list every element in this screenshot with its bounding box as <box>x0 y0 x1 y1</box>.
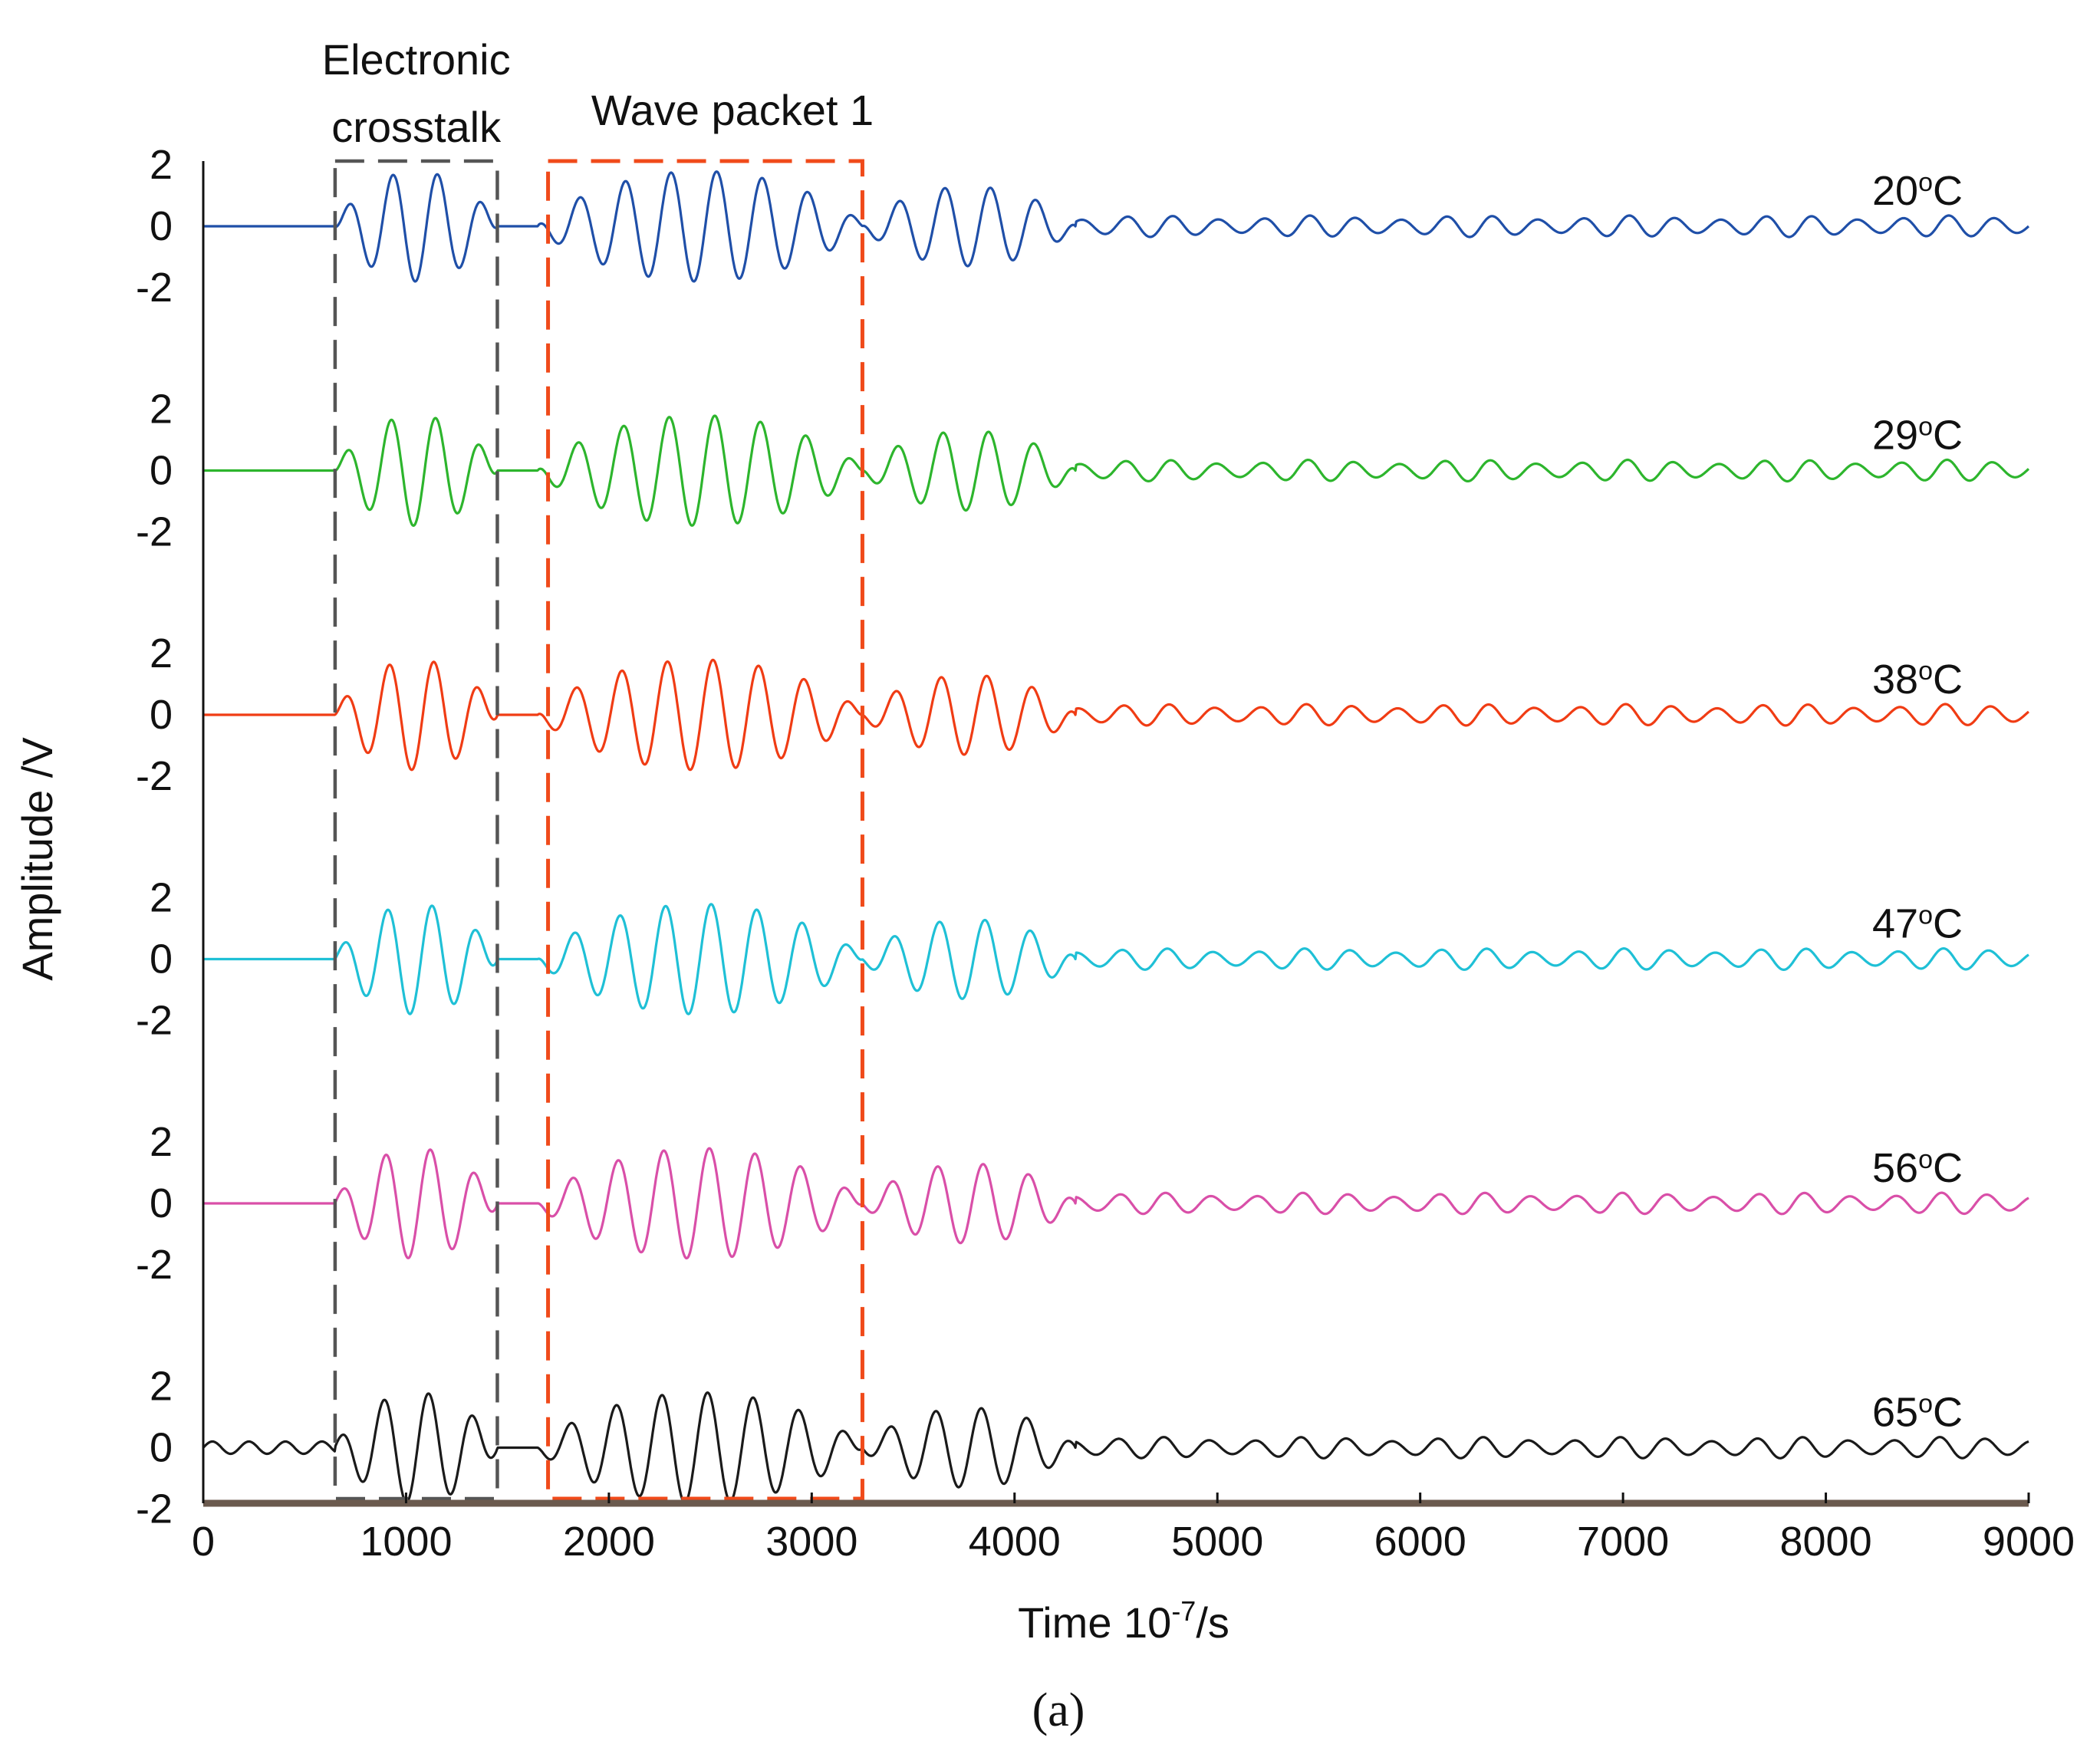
y-tick-label: 0 <box>150 936 173 982</box>
y-tick-label: 2 <box>150 875 173 921</box>
annotation-label: Wave packet 1 <box>591 86 874 134</box>
y-tick-label: -2 <box>136 509 173 555</box>
series-line-29 <box>202 414 2030 527</box>
figure-caption: (a) <box>1032 1684 1085 1736</box>
x-tick-label: 5000 <box>1171 1519 1263 1565</box>
y-axis-label: Amplitude /V <box>13 737 61 981</box>
electronic-crosstalk-box <box>333 159 499 1501</box>
series-label-56: 56oC <box>1872 1145 1963 1191</box>
y-tick-label: 2 <box>150 630 173 676</box>
annotation-label: Electronic <box>322 35 511 84</box>
x-tick-label: 7000 <box>1577 1519 1669 1565</box>
x-tick-label: 9000 <box>1983 1519 2075 1565</box>
wave-packet-box <box>546 159 864 1501</box>
y-tick-label: -2 <box>136 265 173 311</box>
y-tick-label: 2 <box>150 387 173 433</box>
annotation-label: crosstalk <box>331 103 502 151</box>
axes-group <box>202 161 2030 1507</box>
x-tick-label: 2000 <box>563 1519 655 1565</box>
x-tick-label: 0 <box>192 1519 215 1565</box>
y-tick-label: 2 <box>150 142 173 188</box>
series-line-47 <box>202 903 2029 1015</box>
y-tick-label: 0 <box>150 203 173 249</box>
series-label-29: 29oC <box>1872 413 1963 459</box>
series-line-65 <box>202 1391 2029 1504</box>
series-line-20 <box>202 170 2030 283</box>
y-tick-label: 0 <box>150 1425 173 1471</box>
y-tick-label: -2 <box>136 753 173 799</box>
x-tick-label: 4000 <box>969 1519 1061 1565</box>
y-tick-label: -2 <box>136 1242 173 1288</box>
series-label-65: 65oC <box>1872 1390 1963 1436</box>
y-tick-label: 2 <box>150 1364 173 1410</box>
series-line-38 <box>202 658 2029 772</box>
series-label-20: 20oC <box>1872 168 1963 214</box>
x-tick-label: 6000 <box>1374 1519 1466 1565</box>
x-axis-label: Time 10-7/s <box>1018 1595 1229 1647</box>
y-tick-label: -2 <box>136 1486 173 1532</box>
x-tick-label: 3000 <box>765 1519 857 1565</box>
y-tick-label: -2 <box>136 998 173 1044</box>
series-label-38: 38oC <box>1872 657 1963 703</box>
y-tick-label: 0 <box>150 1180 173 1226</box>
series-label-47: 47oC <box>1872 901 1963 947</box>
series-line-56 <box>202 1147 2029 1260</box>
traces-group <box>202 170 2030 1504</box>
labels-group: 2 0 -2 20oC 2 0 -2 29oC 2 0 -2 38oC 2 0 -2 47oC 2 0 -2 56oC… <box>13 35 2075 1736</box>
x-tick-label: 8000 <box>1779 1519 1871 1565</box>
annotation-boxes <box>333 159 864 1501</box>
y-tick-label: 0 <box>150 692 173 738</box>
y-tick-label: 2 <box>150 1119 173 1165</box>
y-tick-label: 0 <box>150 448 173 494</box>
x-tick-label: 1000 <box>360 1519 452 1565</box>
